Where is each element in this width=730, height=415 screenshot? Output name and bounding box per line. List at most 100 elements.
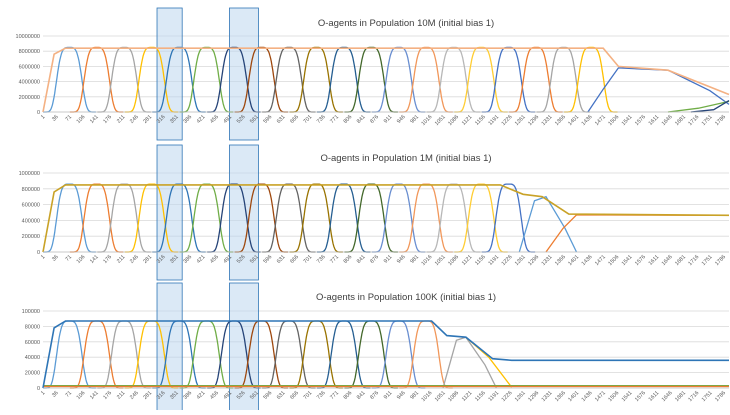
tail-series-2	[667, 100, 730, 113]
x-tick-label: 1156	[474, 390, 487, 403]
x-tick-label: 1191	[488, 390, 501, 403]
x-tick-label: 561	[249, 254, 260, 265]
x-tick-label: 1191	[488, 254, 501, 267]
x-tick-label: 1681	[674, 114, 687, 127]
x-tick-label: 911	[383, 114, 393, 124]
x-tick-label: 211	[116, 390, 126, 400]
tail-series-1	[587, 67, 730, 113]
x-tick-label: 1051	[434, 390, 447, 403]
x-tick-label: 1681	[674, 390, 687, 403]
x-tick-label: 1716	[687, 114, 700, 127]
x-tick-label: 1786	[714, 390, 727, 403]
y-tick-label: 80000	[25, 324, 40, 330]
y-tick-label: 10000000	[16, 34, 40, 40]
x-tick-label: 1646	[661, 390, 674, 403]
x-tick-label: 176	[102, 114, 113, 125]
x-tick-label: 176	[102, 254, 113, 265]
x-tick-label: 36	[51, 114, 60, 123]
envelope-series	[42, 47, 730, 113]
x-tick-label: 421	[196, 390, 207, 401]
y-tick-label: 0	[37, 110, 40, 116]
x-tick-label: 1576	[634, 114, 647, 127]
x-tick-label: 946	[396, 254, 407, 265]
x-tick-label: 876	[369, 114, 380, 125]
x-tick-label: 526	[236, 114, 247, 125]
chart-title: O-agents in Population 10M (initial bias…	[318, 18, 494, 29]
x-tick-label: 211	[116, 114, 126, 124]
x-tick-label: 806	[343, 254, 354, 265]
x-tick-label: 1296	[527, 390, 540, 403]
x-tick-label: 1296	[527, 114, 540, 127]
x-tick-label: 386	[182, 254, 193, 265]
x-tick-label: 911	[383, 390, 393, 400]
x-tick-label: 911	[383, 254, 393, 264]
x-tick-label: 981	[409, 114, 420, 125]
x-tick-label: 1261	[514, 390, 527, 403]
x-tick-label: 106	[76, 254, 87, 265]
x-tick-label: 1086	[447, 390, 460, 403]
x-tick-label: 1541	[621, 390, 634, 403]
x-tick-label: 1751	[701, 114, 714, 127]
x-tick-label: 1156	[474, 254, 487, 267]
x-tick-label: 246	[129, 390, 140, 401]
x-tick-label: 1331	[541, 114, 554, 127]
x-tick-label: 316	[156, 390, 167, 401]
x-tick-label: 946	[396, 390, 407, 401]
x-tick-label: 386	[182, 390, 193, 401]
x-tick-label: 1366	[554, 390, 567, 403]
x-tick-label: 1786	[714, 114, 727, 127]
x-tick-label: 281	[142, 254, 153, 265]
chart-panel-3: O-agents in Population 100K (initial bia…	[22, 282, 729, 415]
x-tick-label: 701	[303, 390, 314, 401]
x-tick-label: 1506	[607, 114, 620, 127]
x-tick-label: 631	[276, 390, 287, 401]
x-tick-label: 1471	[594, 254, 607, 267]
x-tick-label: 71	[65, 114, 74, 123]
x-tick-label: 596	[263, 390, 274, 401]
x-tick-label: 701	[303, 114, 314, 125]
x-tick-label: 421	[196, 254, 207, 265]
y-tick-label: 0	[37, 386, 40, 392]
envelope-series	[42, 320, 729, 389]
x-tick-label: 1401	[567, 390, 580, 403]
x-tick-label: 211	[116, 254, 126, 264]
chart-panel-2: O-agents in Population 1M (initial bias …	[19, 144, 730, 281]
x-tick-label: 1436	[581, 114, 594, 127]
x-tick-label: 876	[369, 390, 380, 401]
x-tick-label: 1121	[461, 114, 474, 127]
y-tick-label: 2000000	[19, 95, 40, 101]
x-tick-label: 141	[89, 390, 100, 401]
x-tick-label: 701	[303, 254, 314, 265]
x-tick-label: 1611	[648, 390, 661, 403]
x-tick-label: 456	[209, 254, 220, 265]
x-tick-label: 1331	[541, 390, 554, 403]
x-tick-label: 491	[223, 390, 234, 401]
highlight-band-2	[229, 7, 259, 141]
x-tick-label: 141	[89, 254, 100, 265]
x-tick-label: 876	[369, 254, 380, 265]
x-tick-label: 736	[316, 114, 327, 125]
x-tick-label: 281	[142, 390, 153, 401]
x-tick-label: 351	[169, 114, 180, 125]
x-tick-label: 1296	[527, 254, 540, 267]
x-tick-label: 526	[236, 390, 247, 401]
x-tick-label: 841	[356, 390, 367, 401]
x-tick-label: 526	[236, 254, 247, 265]
x-tick-label: 1016	[421, 114, 434, 127]
x-tick-label: 1226	[501, 390, 514, 403]
x-tick-label: 1156	[474, 114, 487, 127]
x-tick-label: 1121	[461, 254, 474, 267]
x-tick-label: 1506	[607, 390, 620, 403]
x-tick-label: 316	[156, 114, 167, 125]
x-tick-label: 631	[276, 114, 287, 125]
highlight-band-1	[156, 144, 183, 281]
envelope-series	[42, 184, 730, 253]
y-tick-label: 60000	[25, 340, 40, 346]
x-tick-label: 1226	[501, 114, 514, 127]
x-tick-label: 281	[142, 114, 153, 125]
x-tick-label: 1	[40, 114, 46, 120]
chart-title: O-agents in Population 1M (initial bias …	[320, 153, 491, 164]
x-tick-label: 246	[129, 114, 140, 125]
x-tick-label: 1681	[674, 254, 687, 267]
